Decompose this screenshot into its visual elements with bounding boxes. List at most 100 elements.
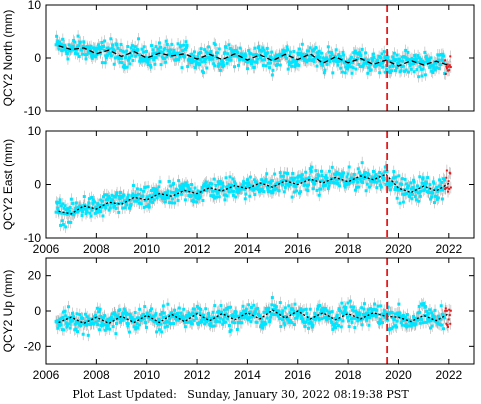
north-point bbox=[427, 58, 431, 62]
east-point bbox=[347, 182, 351, 186]
up-point bbox=[280, 311, 284, 315]
up-x-tick-label: 2016 bbox=[284, 368, 311, 382]
east-point bbox=[259, 189, 263, 193]
north-point bbox=[222, 63, 226, 67]
north-point bbox=[57, 47, 61, 51]
east-point bbox=[328, 181, 332, 185]
north-point bbox=[377, 62, 381, 66]
east-point bbox=[91, 198, 95, 202]
north-point bbox=[249, 62, 253, 66]
north-point bbox=[65, 51, 69, 55]
east-point bbox=[365, 175, 369, 179]
east-point bbox=[360, 176, 364, 180]
up-y-axis-label: QCY2 Up (mm) bbox=[1, 270, 15, 353]
east-point bbox=[134, 193, 138, 197]
east-point bbox=[425, 181, 429, 185]
up-point bbox=[364, 312, 368, 316]
east-point bbox=[208, 181, 212, 185]
east-point bbox=[382, 176, 386, 180]
up-point bbox=[368, 316, 372, 320]
east-point bbox=[200, 186, 204, 190]
north-point bbox=[180, 66, 184, 70]
east-point bbox=[212, 177, 216, 181]
east-point bbox=[357, 170, 361, 174]
north-point bbox=[183, 55, 187, 59]
north-point bbox=[285, 45, 289, 49]
north-point bbox=[238, 58, 242, 62]
east-point bbox=[257, 188, 261, 192]
north-point bbox=[334, 55, 338, 59]
east-point bbox=[93, 211, 97, 215]
east-point bbox=[246, 184, 250, 188]
north-point bbox=[364, 51, 368, 55]
last-updated-label: Plot Last Updated: bbox=[72, 388, 177, 401]
up-point bbox=[78, 313, 82, 317]
north-point bbox=[110, 46, 114, 50]
up-point bbox=[74, 327, 78, 331]
east-point bbox=[225, 194, 229, 198]
north-point bbox=[264, 64, 268, 68]
east-point bbox=[54, 210, 58, 214]
east-point bbox=[335, 170, 339, 174]
up-point bbox=[244, 307, 248, 311]
north-point bbox=[441, 54, 445, 58]
up-point bbox=[292, 323, 296, 327]
north-point bbox=[126, 58, 130, 62]
north-point bbox=[308, 46, 312, 50]
east-point bbox=[90, 208, 94, 212]
east-point bbox=[169, 184, 173, 188]
north-point bbox=[252, 66, 256, 70]
up-point bbox=[378, 321, 382, 325]
north-point bbox=[370, 59, 374, 63]
up-point bbox=[397, 311, 401, 315]
north-point bbox=[436, 53, 440, 57]
up-point bbox=[223, 320, 227, 324]
north-point bbox=[124, 56, 128, 60]
east-point bbox=[144, 197, 148, 201]
up-point bbox=[62, 328, 66, 332]
east-point bbox=[317, 193, 321, 197]
north-point bbox=[225, 57, 229, 61]
east-point bbox=[89, 214, 93, 218]
north-point bbox=[175, 52, 179, 56]
north-point bbox=[327, 58, 331, 62]
up-point bbox=[355, 311, 359, 315]
north-point bbox=[90, 56, 94, 60]
north-point bbox=[329, 54, 333, 58]
up-point bbox=[308, 307, 312, 311]
east-point bbox=[242, 181, 246, 185]
north-point bbox=[412, 62, 416, 66]
east-point bbox=[324, 174, 328, 178]
up-point bbox=[187, 311, 191, 315]
north-point bbox=[76, 34, 80, 38]
east-point bbox=[421, 176, 425, 180]
north-point bbox=[96, 43, 100, 47]
north-point bbox=[348, 57, 352, 61]
up-point bbox=[273, 307, 277, 311]
east-point bbox=[345, 180, 349, 184]
east-point bbox=[406, 186, 410, 190]
north-point bbox=[335, 60, 339, 64]
up-y-tick-label: 0 bbox=[34, 304, 41, 318]
up-point bbox=[58, 317, 62, 321]
up-point bbox=[421, 321, 425, 325]
up-point bbox=[290, 321, 294, 325]
north-point bbox=[144, 56, 148, 60]
north-point bbox=[391, 55, 395, 59]
north-point bbox=[300, 54, 304, 58]
east-point bbox=[118, 191, 122, 195]
up-point bbox=[288, 311, 292, 315]
up-point bbox=[441, 327, 445, 331]
up-point bbox=[194, 316, 198, 320]
up-point bbox=[287, 320, 291, 324]
east-point bbox=[386, 183, 390, 187]
north-point bbox=[117, 56, 121, 60]
north-point bbox=[270, 50, 274, 54]
up-point bbox=[94, 320, 98, 324]
east-point bbox=[422, 181, 426, 185]
up-point bbox=[267, 306, 271, 310]
north-point bbox=[441, 52, 445, 56]
north-point bbox=[338, 55, 342, 59]
north-point bbox=[288, 50, 292, 54]
up-point bbox=[225, 307, 229, 311]
